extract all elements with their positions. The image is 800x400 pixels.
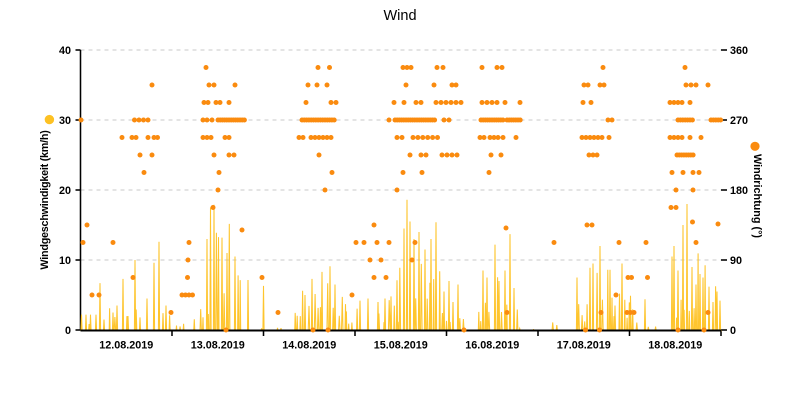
svg-text:30: 30	[59, 115, 71, 127]
svg-text:13.08.2019: 13.08.2019	[191, 340, 245, 352]
svg-text:15.08.2019: 15.08.2019	[374, 340, 428, 352]
svg-text:12.08.2019: 12.08.2019	[99, 340, 153, 352]
svg-text:0: 0	[730, 325, 736, 337]
svg-text:17.08.2019: 17.08.2019	[557, 340, 611, 352]
svg-text:Wind: Wind	[383, 8, 416, 24]
svg-text:Windrichtung (°): Windrichtung (°)	[751, 154, 763, 238]
svg-text:90: 90	[730, 255, 742, 267]
svg-text:14.08.2019: 14.08.2019	[282, 340, 336, 352]
svg-text:20: 20	[59, 185, 71, 197]
svg-text:18.08.2019: 18.08.2019	[648, 340, 702, 352]
svg-text:16.08.2019: 16.08.2019	[465, 340, 519, 352]
svg-text:Windgeschwindigkeit (km/h): Windgeschwindigkeit (km/h)	[39, 130, 51, 270]
svg-text:180: 180	[730, 185, 748, 197]
svg-text:0: 0	[65, 325, 71, 337]
svg-text:10: 10	[59, 255, 71, 267]
svg-text:40: 40	[59, 45, 71, 57]
svg-text:270: 270	[730, 115, 748, 127]
svg-text:360: 360	[730, 45, 748, 57]
